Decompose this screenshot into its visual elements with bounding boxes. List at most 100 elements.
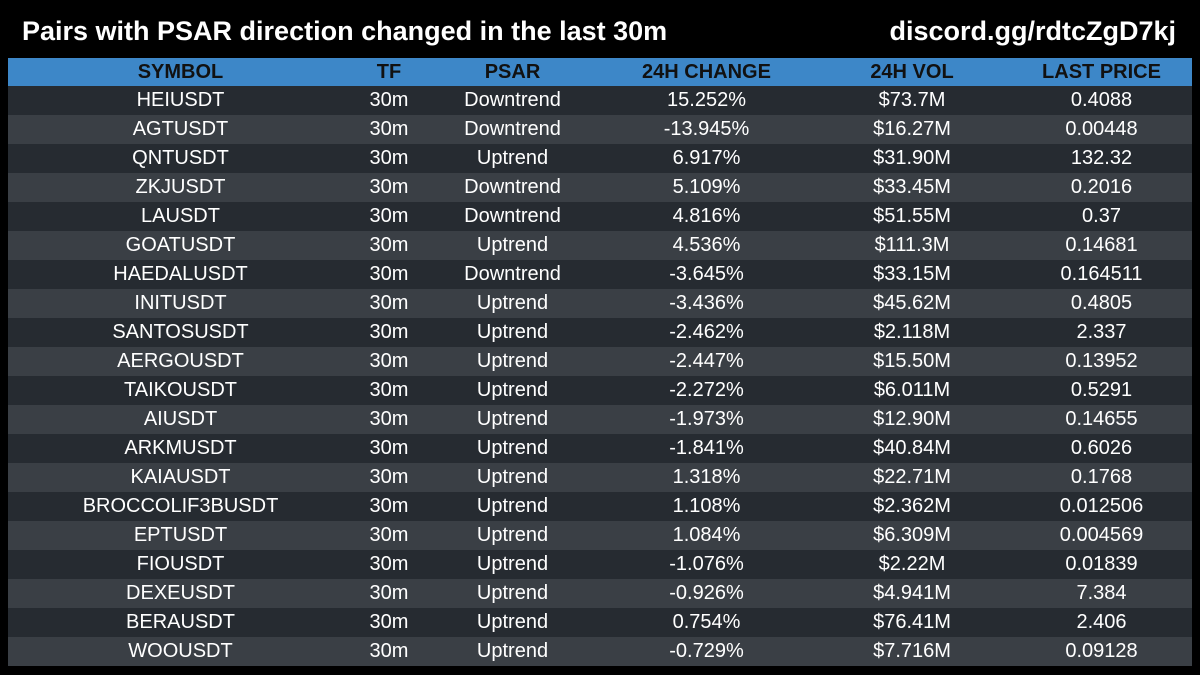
symbol-cell: SANTOSUSDT: [8, 318, 353, 347]
table-row: WOOUSDT 30m Uptrend -0.729% $7.716M 0.09128: [8, 637, 1192, 666]
volume-cell: $33.15M: [813, 260, 1011, 289]
psar-cell: Downtrend: [425, 202, 600, 231]
pairs-table-container: SYMBOL TF PSAR 24H CHANGE 24H VOL LAST P…: [8, 58, 1192, 666]
table-row: ZKJUSDT 30m Downtrend 5.109% $33.45M 0.2016: [8, 173, 1192, 202]
symbol-cell: ZKJUSDT: [8, 173, 353, 202]
symbol-cell: FIOUSDT: [8, 550, 353, 579]
column-header-tf[interactable]: TF: [353, 58, 425, 86]
table-row: SANTOSUSDT 30m Uptrend -2.462% $2.118M 2.337: [8, 318, 1192, 347]
tf-cell: 30m: [353, 115, 425, 144]
table-row: HAEDALUSDT 30m Downtrend -3.645% $33.15M 0.16…: [8, 260, 1192, 289]
change-cell: 1.318%: [600, 463, 813, 492]
change-cell: -2.447%: [600, 347, 813, 376]
volume-cell: $33.45M: [813, 173, 1011, 202]
price-cell: 0.09128: [1011, 637, 1192, 666]
symbol-cell: LAUSDT: [8, 202, 353, 231]
tf-cell: 30m: [353, 318, 425, 347]
table-row: AERGOUSDT 30m Uptrend -2.447% $15.50M 0.13952: [8, 347, 1192, 376]
change-cell: 15.252%: [600, 86, 813, 115]
price-cell: 0.00448: [1011, 115, 1192, 144]
psar-cell: Uptrend: [425, 550, 600, 579]
symbol-cell: AGTUSDT: [8, 115, 353, 144]
column-header-last-price[interactable]: LAST PRICE: [1011, 58, 1192, 86]
volume-cell: $31.90M: [813, 144, 1011, 173]
page-title: Pairs with PSAR direction changed in the…: [22, 16, 668, 46]
change-cell: 6.917%: [600, 144, 813, 173]
change-cell: 1.108%: [600, 492, 813, 521]
tf-cell: 30m: [353, 202, 425, 231]
tf-cell: 30m: [353, 637, 425, 666]
psar-cell: Uptrend: [425, 318, 600, 347]
change-cell: -3.645%: [600, 260, 813, 289]
table-row: QNTUSDT 30m Uptrend 6.917% $31.90M 132.32: [8, 144, 1192, 173]
price-cell: 0.37: [1011, 202, 1192, 231]
volume-cell: $7.716M: [813, 637, 1011, 666]
symbol-cell: INITUSDT: [8, 289, 353, 318]
psar-cell: Uptrend: [425, 144, 600, 173]
table-header-row: SYMBOL TF PSAR 24H CHANGE 24H VOL LAST P…: [8, 58, 1192, 86]
symbol-cell: HEIUSDT: [8, 86, 353, 115]
discord-invite-link[interactable]: discord.gg/rdtcZgD7kj: [889, 16, 1176, 46]
volume-cell: $2.362M: [813, 492, 1011, 521]
price-cell: 0.2016: [1011, 173, 1192, 202]
change-cell: -0.926%: [600, 579, 813, 608]
tf-cell: 30m: [353, 347, 425, 376]
volume-cell: $6.011M: [813, 376, 1011, 405]
change-cell: -1.076%: [600, 550, 813, 579]
price-cell: 2.337: [1011, 318, 1192, 347]
symbol-cell: HAEDALUSDT: [8, 260, 353, 289]
price-cell: 0.13952: [1011, 347, 1192, 376]
psar-cell: Uptrend: [425, 637, 600, 666]
price-cell: 0.4088: [1011, 86, 1192, 115]
column-header-24h-change[interactable]: 24H CHANGE: [600, 58, 813, 86]
tf-cell: 30m: [353, 521, 425, 550]
symbol-cell: ARKMUSDT: [8, 434, 353, 463]
tf-cell: 30m: [353, 289, 425, 318]
column-header-symbol[interactable]: SYMBOL: [8, 58, 353, 86]
volume-cell: $73.7M: [813, 86, 1011, 115]
tf-cell: 30m: [353, 405, 425, 434]
psar-cell: Uptrend: [425, 231, 600, 260]
column-header-24h-vol[interactable]: 24H VOL: [813, 58, 1011, 86]
symbol-cell: BERAUSDT: [8, 608, 353, 637]
change-cell: -0.729%: [600, 637, 813, 666]
tf-cell: 30m: [353, 376, 425, 405]
psar-cell: Uptrend: [425, 579, 600, 608]
volume-cell: $6.309M: [813, 521, 1011, 550]
symbol-cell: BROCCOLIF3BUSDT: [8, 492, 353, 521]
price-cell: 0.004569: [1011, 521, 1192, 550]
change-cell: -13.945%: [600, 115, 813, 144]
symbol-cell: EPTUSDT: [8, 521, 353, 550]
price-cell: 0.01839: [1011, 550, 1192, 579]
price-cell: 0.164511: [1011, 260, 1192, 289]
symbol-cell: WOOUSDT: [8, 637, 353, 666]
table-row: AGTUSDT 30m Downtrend -13.945% $16.27M 0.0044…: [8, 115, 1192, 144]
tf-cell: 30m: [353, 144, 425, 173]
symbol-cell: AIUSDT: [8, 405, 353, 434]
column-header-psar[interactable]: PSAR: [425, 58, 600, 86]
table-body: HEIUSDT 30m Downtrend 15.252% $73.7M 0.4088 AG…: [8, 86, 1192, 666]
volume-cell: $45.62M: [813, 289, 1011, 318]
psar-cell: Uptrend: [425, 376, 600, 405]
volume-cell: $76.41M: [813, 608, 1011, 637]
symbol-cell: KAIAUSDT: [8, 463, 353, 492]
change-cell: -3.436%: [600, 289, 813, 318]
tf-cell: 30m: [353, 579, 425, 608]
table-row: AIUSDT 30m Uptrend -1.973% $12.90M 0.14655: [8, 405, 1192, 434]
change-cell: 4.536%: [600, 231, 813, 260]
price-cell: 0.6026: [1011, 434, 1192, 463]
tf-cell: 30m: [353, 550, 425, 579]
symbol-cell: QNTUSDT: [8, 144, 353, 173]
table-row: INITUSDT 30m Uptrend -3.436% $45.62M 0.4805: [8, 289, 1192, 318]
psar-cell: Uptrend: [425, 347, 600, 376]
symbol-cell: AERGOUSDT: [8, 347, 353, 376]
volume-cell: $2.118M: [813, 318, 1011, 347]
psar-cell: Uptrend: [425, 492, 600, 521]
price-cell: 0.14681: [1011, 231, 1192, 260]
tf-cell: 30m: [353, 492, 425, 521]
change-cell: -2.272%: [600, 376, 813, 405]
price-cell: 0.4805: [1011, 289, 1192, 318]
table-row: LAUSDT 30m Downtrend 4.816% $51.55M 0.37: [8, 202, 1192, 231]
tf-cell: 30m: [353, 173, 425, 202]
price-cell: 0.5291: [1011, 376, 1192, 405]
